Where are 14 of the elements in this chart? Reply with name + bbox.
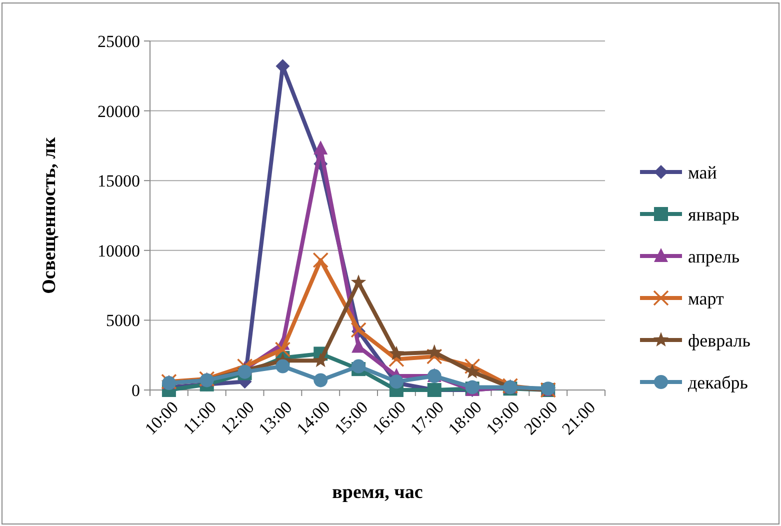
- legend-label: апрель: [688, 246, 740, 266]
- legend-label: март: [688, 288, 724, 308]
- y-tick-label: 5000: [106, 311, 140, 330]
- y-axis-title: Освещенность, лк: [39, 137, 60, 294]
- legend-label: январь: [688, 204, 740, 224]
- y-tick-label: 0: [132, 380, 140, 400]
- legend-label: май: [688, 162, 718, 182]
- y-tick-label: 10000: [98, 241, 140, 260]
- legend-label: декабрь: [688, 372, 748, 392]
- y-tick-label: 20000: [98, 102, 140, 121]
- x-axis-title: время, час: [332, 482, 423, 503]
- y-tick-label: 25000: [98, 32, 140, 51]
- y-tick-label: 15000: [98, 172, 140, 191]
- legend-label: февраль: [688, 330, 750, 350]
